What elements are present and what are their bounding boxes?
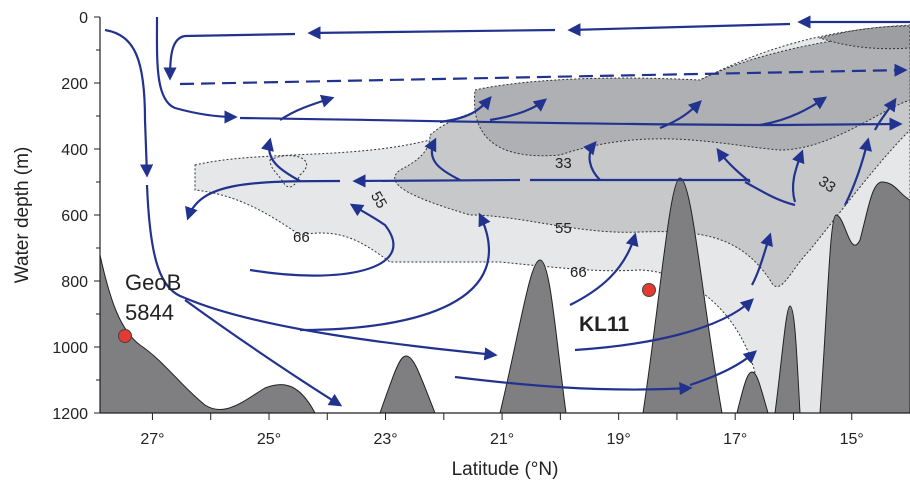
contour-label: 66	[570, 264, 587, 281]
flow-arrow	[279, 94, 335, 121]
y-tick-label: 1000	[52, 340, 88, 357]
flow-arrow	[184, 296, 498, 361]
y-axis-label: Water depth (m)	[12, 147, 33, 284]
seamount	[499, 259, 567, 414]
contour-label: 55	[367, 189, 390, 212]
axes: 0 200 400 600 800 1000 1200 27° 25° 23° 21° 19° 17° 1…	[52, 10, 910, 448]
slope	[99, 254, 316, 414]
flow-arrow	[759, 96, 828, 127]
flow-arrow	[239, 116, 903, 131]
flow-arrow	[261, 137, 301, 182]
flow-arrow	[104, 28, 154, 178]
site-marker	[642, 283, 656, 297]
x-tick-label: 25°	[257, 431, 281, 448]
flow-arrow	[567, 22, 791, 37]
flow-arrow	[145, 184, 186, 300]
x-axis-label: Latitude (°N)	[452, 459, 559, 480]
flow-arrow	[249, 203, 395, 277]
contour-label: 55	[555, 220, 572, 237]
flow-arrow	[185, 179, 341, 221]
seamount	[736, 371, 769, 414]
flow-arrow	[583, 140, 601, 181]
y-tick-label: 600	[61, 208, 88, 225]
flow-arrow	[874, 97, 897, 131]
sites: GeoB 5844 KL11	[118, 270, 656, 343]
flow-arrow	[155, 16, 238, 124]
flow-arrow	[574, 298, 754, 352]
y-tick-label: 400	[61, 142, 88, 159]
site-label: GeoB	[125, 270, 181, 295]
y-tick-label: 1200	[52, 406, 88, 423]
contour-labels: 33 33 55 55 66 66	[293, 155, 839, 281]
dark-region	[818, 25, 910, 50]
flow-arrow	[569, 232, 639, 306]
flow-arrow	[751, 232, 773, 286]
x-tick-label: 15°	[840, 431, 864, 448]
flow-arrow	[184, 299, 343, 407]
flow-arrow	[179, 63, 908, 86]
contour-label: 33	[555, 155, 572, 172]
flow-arrow	[489, 98, 548, 122]
flow-arrow	[744, 181, 796, 207]
x-tick-label: 27°	[140, 431, 164, 448]
x-tick-label: 17°	[723, 431, 747, 448]
flow-arrow	[352, 174, 521, 188]
flow-arrow	[454, 375, 693, 396]
flow-arrow	[689, 350, 757, 387]
contour-label: 33	[815, 173, 838, 196]
site-label: 5844	[125, 300, 174, 325]
flow-arrow	[659, 100, 702, 130]
flow-arrow	[439, 95, 492, 124]
y-tick-label: 800	[61, 274, 88, 291]
seafloor	[99, 177, 910, 414]
seamount	[819, 181, 910, 414]
flow-arrow	[716, 147, 751, 183]
flow-arrow	[844, 137, 872, 206]
flow-arrow	[424, 137, 461, 181]
flow-arrow	[163, 32, 296, 81]
site-marker	[118, 329, 132, 343]
seamount	[379, 355, 436, 414]
x-tick-label: 21°	[490, 431, 514, 448]
x-tick-label: 19°	[607, 431, 631, 448]
seamount	[774, 305, 801, 414]
y-tick-label: 0	[79, 10, 88, 27]
site-label: KL11	[579, 313, 630, 336]
contour-label: 66	[293, 229, 310, 246]
flow-arrow	[299, 212, 491, 332]
flow-arrow	[307, 26, 556, 40]
circulation-arrows	[104, 15, 910, 407]
y-tick-label: 200	[61, 76, 88, 93]
x-tick-label: 23°	[373, 431, 397, 448]
flow-arrow	[791, 149, 805, 203]
